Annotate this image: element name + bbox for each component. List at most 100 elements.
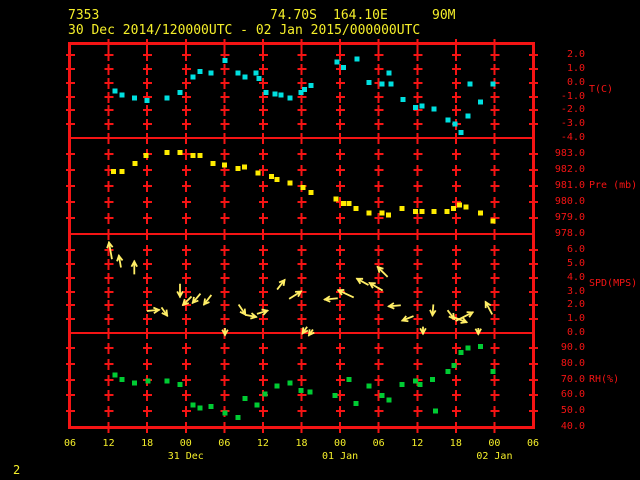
data-point xyxy=(210,161,216,167)
data-point xyxy=(463,204,469,210)
y-tick-label: 0.0 xyxy=(566,327,585,338)
page-number: 2 xyxy=(13,463,21,477)
x-tick-label: 18 xyxy=(449,438,462,449)
wind-arrow xyxy=(446,309,456,321)
data-point xyxy=(262,391,268,397)
data-point xyxy=(490,81,496,87)
data-point xyxy=(366,383,372,389)
data-point xyxy=(412,378,418,384)
data-point xyxy=(477,343,483,349)
wind-arrow xyxy=(191,293,202,305)
data-point xyxy=(399,205,405,211)
data-point xyxy=(366,80,372,86)
wind-arrow xyxy=(484,300,494,315)
data-point xyxy=(419,209,425,215)
data-point xyxy=(417,381,423,387)
wind-arrow xyxy=(301,326,309,335)
data-point xyxy=(111,169,117,175)
y-tick-label: 982.0 xyxy=(554,164,585,175)
wind-arrow xyxy=(336,289,355,299)
data-point xyxy=(177,89,183,95)
x-tick-label: 00 xyxy=(488,438,501,449)
x-tick-label: 12 xyxy=(102,438,115,449)
x-tick-label: 00 xyxy=(179,438,192,449)
wind-arrow xyxy=(455,311,475,322)
panel-label-wind_speed: SPD(MPS) xyxy=(589,277,638,289)
data-point xyxy=(346,201,352,207)
y-tick-label: 5.0 xyxy=(566,257,585,269)
data-point xyxy=(190,402,196,408)
data-point xyxy=(254,402,260,408)
data-point xyxy=(465,113,471,119)
data-point xyxy=(197,69,203,75)
wind-arrow xyxy=(387,302,401,310)
wind-arrow xyxy=(237,304,247,317)
data-point xyxy=(490,218,496,224)
data-point xyxy=(379,392,385,398)
data-point xyxy=(221,162,227,168)
data-point xyxy=(222,58,228,64)
y-tick-label: 60.0 xyxy=(560,389,585,401)
data-point xyxy=(255,170,261,176)
wind-arrow xyxy=(202,294,213,306)
data-point xyxy=(379,210,385,216)
wind-arrow xyxy=(355,277,369,286)
data-point xyxy=(164,95,170,101)
wind-arrow xyxy=(474,328,482,336)
y-tick-label: -4.0 xyxy=(560,132,585,143)
wind-arrow xyxy=(376,265,389,278)
data-point xyxy=(131,380,137,386)
time-range-title: 30 Dec 2014/120000UTC - 02 Jan 2015/0000… xyxy=(68,23,421,38)
data-point xyxy=(132,161,138,167)
data-point xyxy=(177,381,183,387)
wind-arrow xyxy=(400,315,414,323)
data-point xyxy=(388,81,394,87)
y-tick-label: 90.0 xyxy=(560,342,585,353)
wind-arrow xyxy=(256,308,270,316)
data-point xyxy=(412,105,418,111)
wind-arrow xyxy=(323,295,338,303)
data-point xyxy=(287,95,293,101)
data-point xyxy=(452,121,458,127)
wind-arrow xyxy=(160,306,169,318)
data-point xyxy=(308,83,314,88)
data-point xyxy=(143,153,149,159)
data-point xyxy=(467,81,473,87)
x-tick-label: 06 xyxy=(372,438,385,449)
data-point xyxy=(353,400,359,406)
data-point xyxy=(307,389,313,395)
y-tick-label: 1.0 xyxy=(566,62,585,74)
x-tick-label: 18 xyxy=(141,438,154,449)
data-point xyxy=(208,404,214,409)
data-point xyxy=(431,106,437,112)
data-point xyxy=(490,369,496,375)
x-tick-label: 06 xyxy=(526,438,540,449)
data-point xyxy=(177,149,183,155)
data-point xyxy=(450,205,456,211)
data-point xyxy=(354,56,360,62)
wind-arrow xyxy=(454,316,469,324)
data-point xyxy=(197,405,203,411)
wind-arrow xyxy=(419,326,427,336)
data-point xyxy=(419,103,425,109)
y-tick-label: 979.0 xyxy=(554,212,585,223)
data-point xyxy=(302,87,308,93)
x-tick-label: 06 xyxy=(63,438,77,449)
station-latitude: 74.70S xyxy=(270,8,317,23)
data-point xyxy=(340,201,346,207)
data-point xyxy=(272,91,278,97)
data-point xyxy=(208,70,214,76)
series-temperature xyxy=(112,56,496,135)
y-tick-label: 980.0 xyxy=(554,196,585,207)
data-point xyxy=(386,397,392,403)
wind-arrow xyxy=(221,328,229,337)
series-pressure xyxy=(111,149,496,224)
x-tick-label: 18 xyxy=(295,438,308,449)
data-point xyxy=(477,99,483,105)
station-id: 7353 xyxy=(68,8,100,23)
data-point xyxy=(253,70,259,76)
data-point xyxy=(445,117,451,123)
data-point xyxy=(346,377,352,383)
x-date-label: 31 Dec xyxy=(167,451,204,462)
data-point xyxy=(431,209,437,215)
